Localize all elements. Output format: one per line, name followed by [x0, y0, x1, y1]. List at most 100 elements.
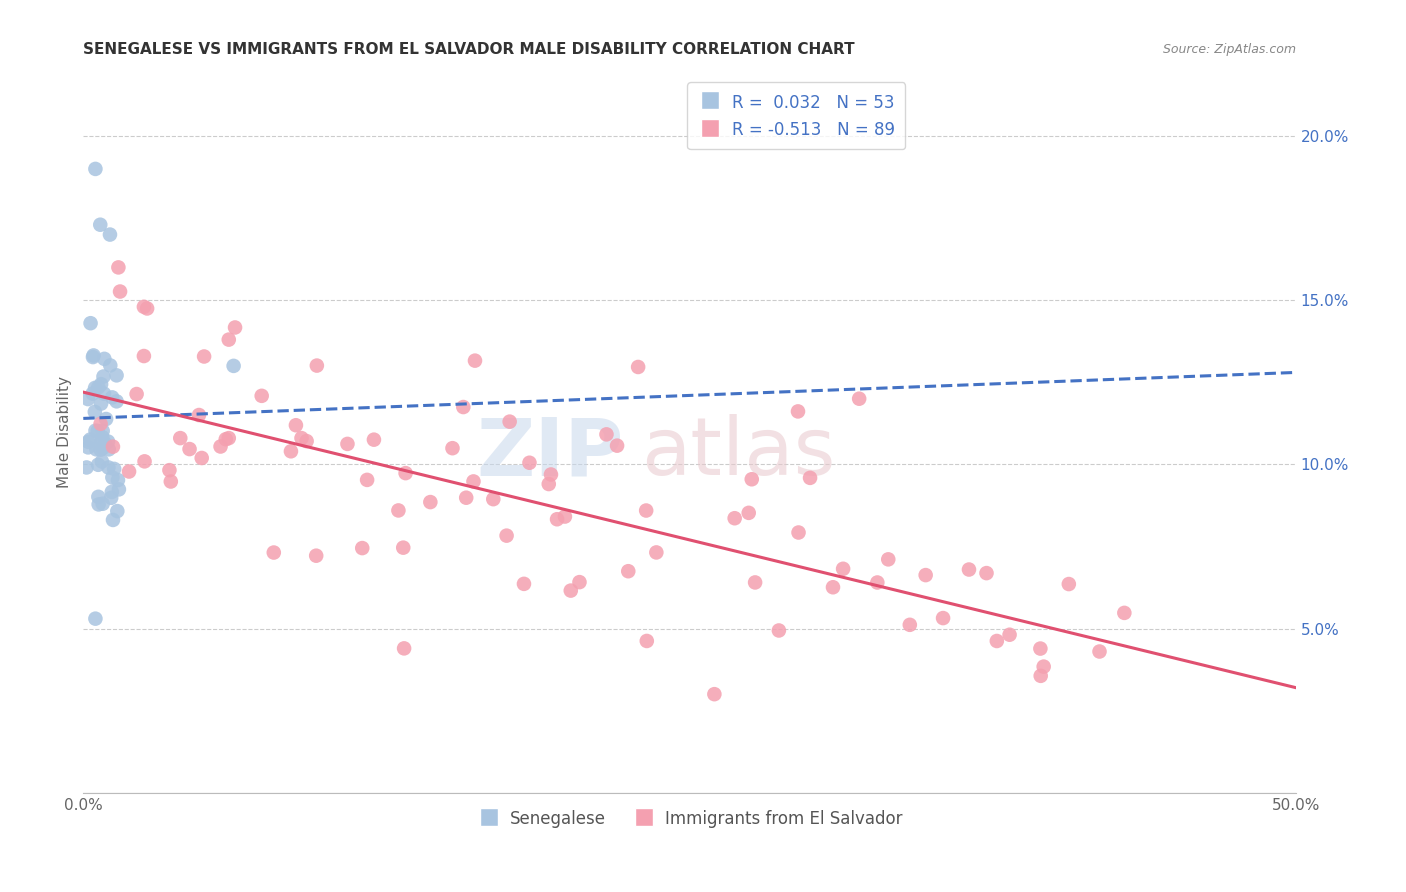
Point	[787, 404, 810, 418]
Point	[305, 549, 328, 563]
Point	[645, 545, 668, 559]
Point	[100, 491, 122, 505]
Point	[250, 389, 273, 403]
Point	[280, 444, 302, 458]
Text: atlas: atlas	[641, 414, 835, 492]
Point	[363, 433, 385, 447]
Point	[98, 359, 121, 373]
Point	[519, 456, 541, 470]
Point	[356, 473, 378, 487]
Point	[554, 509, 576, 524]
Point	[86, 442, 108, 457]
Point	[741, 472, 763, 486]
Point	[103, 462, 125, 476]
Point	[218, 333, 240, 347]
Point	[263, 545, 285, 559]
Point	[898, 617, 921, 632]
Point	[94, 412, 117, 426]
Point	[284, 418, 307, 433]
Point	[290, 431, 312, 445]
Point	[193, 350, 215, 364]
Point	[627, 359, 650, 374]
Point	[998, 628, 1021, 642]
Point	[568, 575, 591, 590]
Point	[387, 503, 409, 517]
Point	[90, 434, 112, 449]
Point	[453, 400, 475, 414]
Point	[89, 218, 111, 232]
Point	[957, 562, 980, 576]
Point	[87, 380, 110, 394]
Point	[188, 408, 211, 422]
Point	[90, 377, 112, 392]
Point	[1029, 641, 1052, 656]
Point	[97, 434, 120, 449]
Point	[118, 465, 141, 479]
Point	[84, 381, 107, 395]
Point	[93, 351, 115, 366]
Text: Source: ZipAtlas.com: Source: ZipAtlas.com	[1163, 43, 1295, 56]
Point	[295, 434, 318, 449]
Point	[97, 460, 120, 475]
Point	[595, 427, 617, 442]
Point	[464, 353, 486, 368]
Point	[932, 611, 955, 625]
Point	[108, 483, 131, 497]
Point	[82, 350, 104, 364]
Point	[546, 512, 568, 526]
Point	[1029, 669, 1052, 683]
Point	[91, 497, 114, 511]
Point	[79, 433, 101, 447]
Point	[392, 541, 415, 555]
Point	[482, 492, 505, 507]
Point	[93, 386, 115, 401]
Point	[540, 467, 562, 482]
Point	[179, 442, 201, 456]
Point	[132, 300, 155, 314]
Point	[832, 562, 855, 576]
Point	[724, 511, 747, 525]
Point	[1057, 577, 1080, 591]
Point	[498, 415, 520, 429]
Point	[336, 437, 359, 451]
Point	[77, 392, 100, 406]
Point	[77, 434, 100, 449]
Point	[93, 369, 115, 384]
Point	[87, 490, 110, 504]
Point	[105, 368, 128, 383]
Point	[105, 504, 128, 518]
Point	[744, 575, 766, 590]
Point	[90, 417, 112, 431]
Point	[636, 503, 658, 517]
Point	[441, 441, 464, 455]
Point	[107, 260, 129, 275]
Point	[91, 424, 114, 438]
Point	[87, 458, 110, 472]
Point	[419, 495, 441, 509]
Point	[125, 387, 148, 401]
Text: ZIP: ZIP	[477, 414, 624, 492]
Point	[1088, 644, 1111, 658]
Point	[392, 641, 415, 656]
Point	[79, 316, 101, 330]
Point	[463, 475, 485, 489]
Point	[82, 386, 104, 401]
Y-axis label: Male Disability: Male Disability	[58, 376, 72, 488]
Point	[456, 491, 478, 505]
Point	[215, 432, 238, 446]
Point	[107, 473, 129, 487]
Point	[866, 575, 889, 590]
Point	[134, 454, 156, 468]
Point	[190, 450, 212, 465]
Point	[914, 568, 936, 582]
Point	[352, 541, 374, 555]
Point	[98, 227, 121, 242]
Point	[91, 430, 114, 444]
Point	[495, 528, 517, 542]
Point	[976, 566, 998, 580]
Point	[84, 424, 107, 438]
Point	[1032, 659, 1054, 673]
Point	[986, 634, 1008, 648]
Point	[90, 454, 112, 468]
Point	[703, 687, 725, 701]
